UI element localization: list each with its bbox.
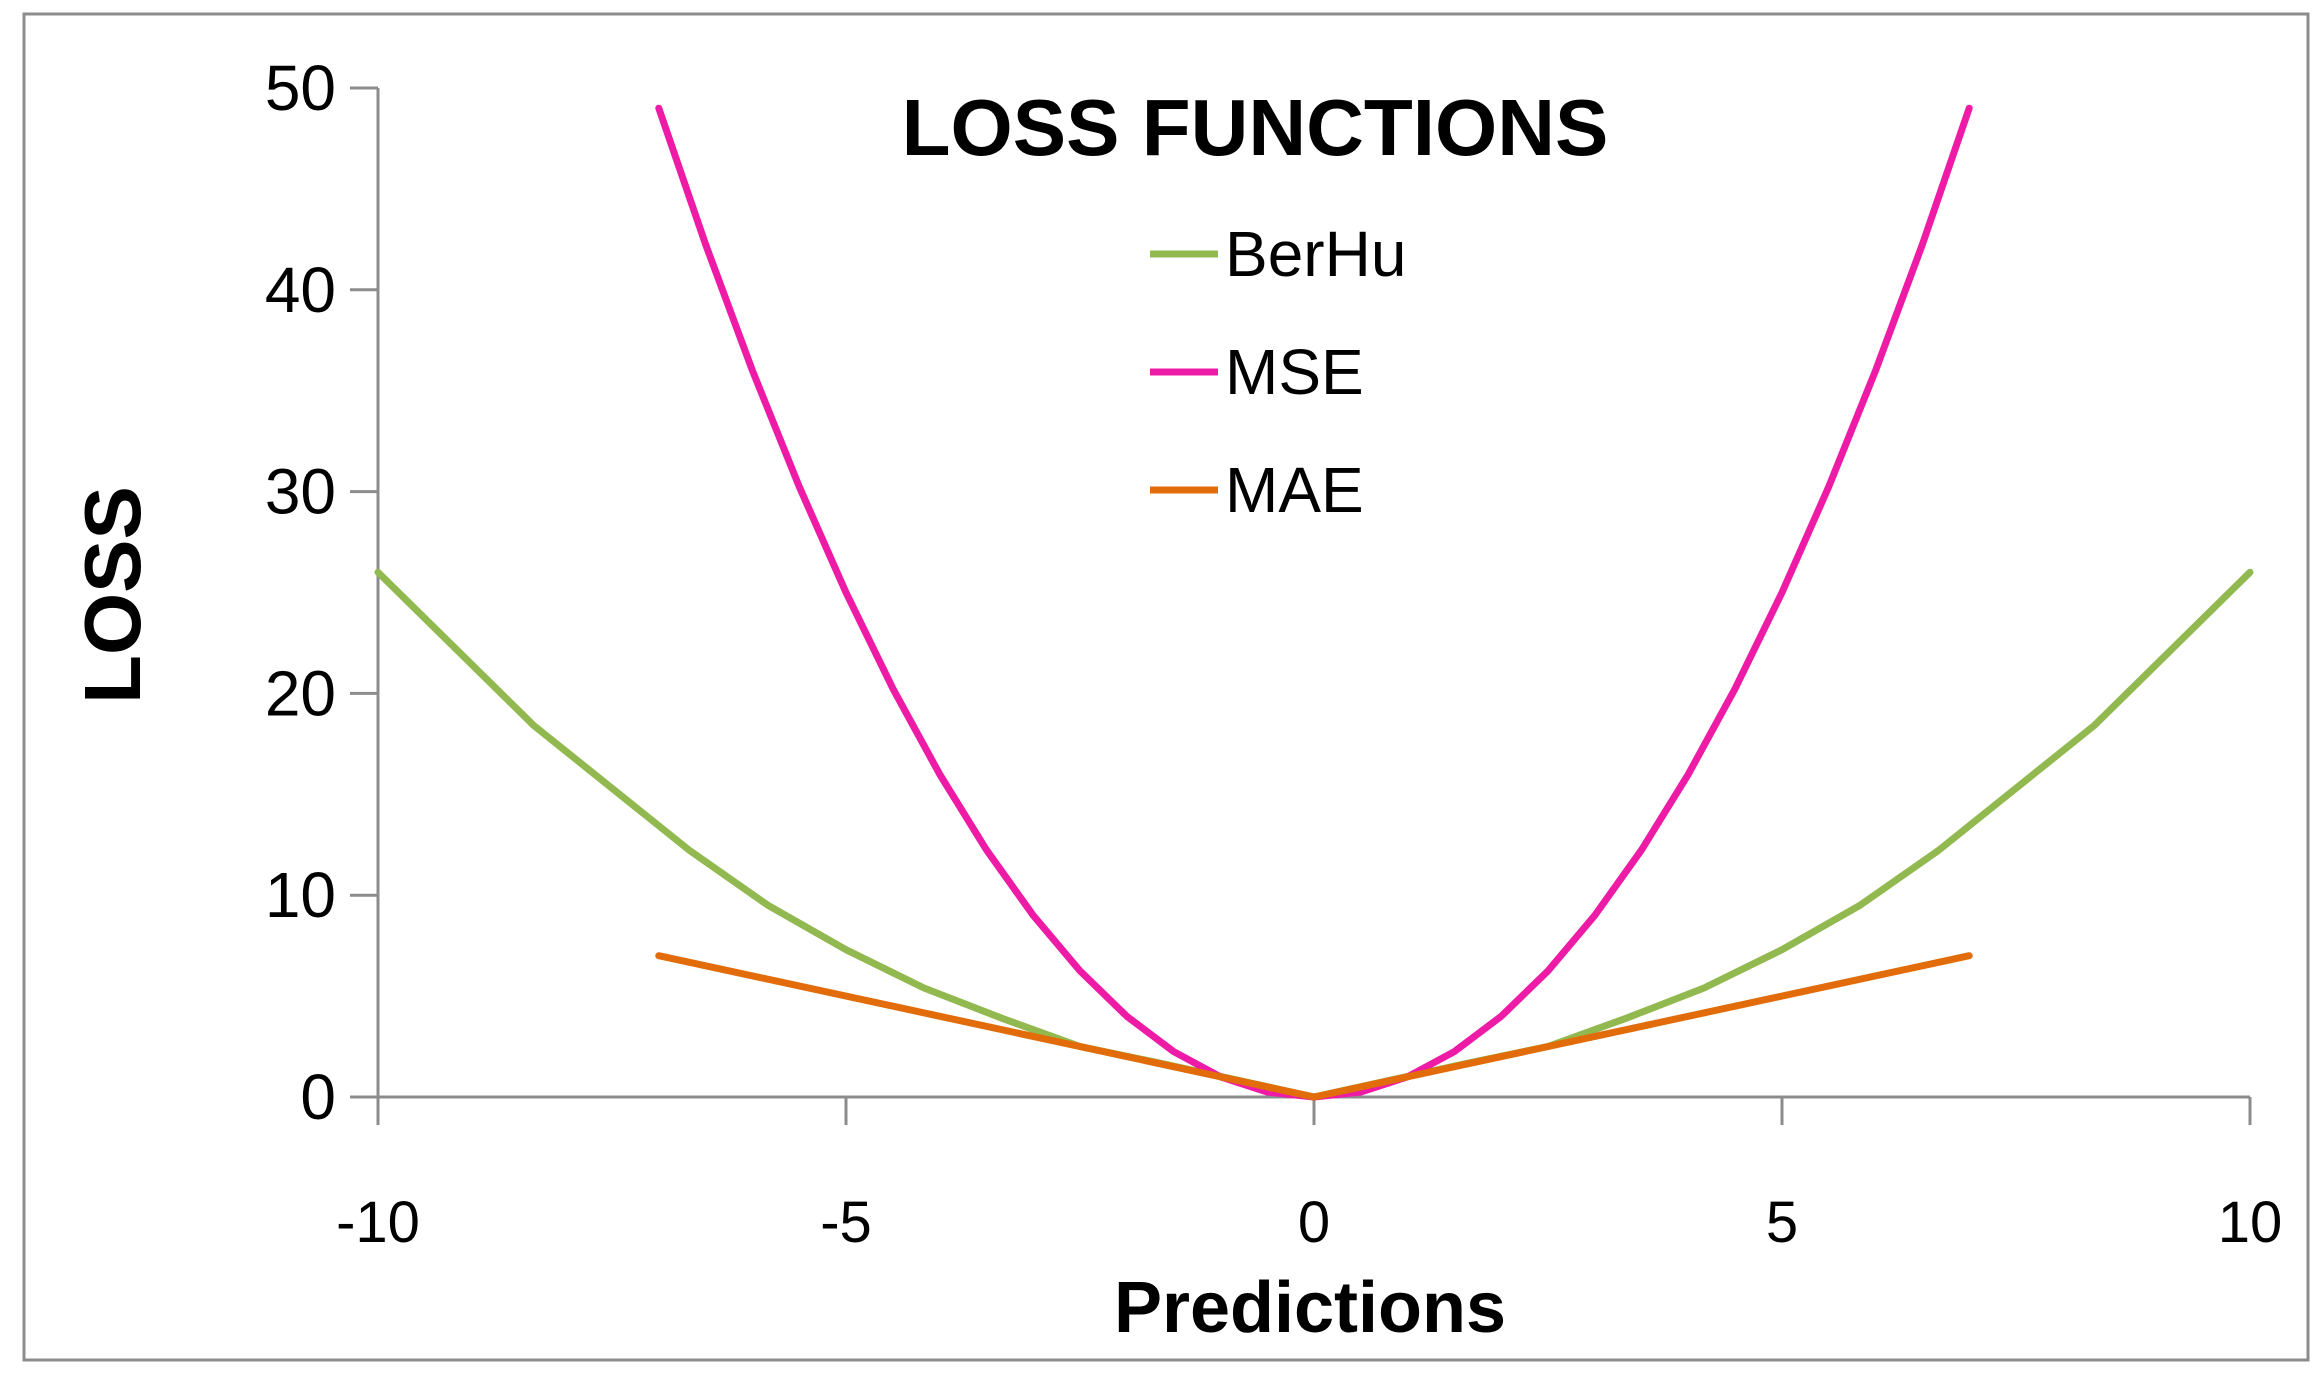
- y-tick-label: 20: [265, 657, 336, 729]
- y-tick-label: 10: [265, 859, 336, 931]
- legend-label-mae: MAE: [1225, 454, 1364, 526]
- y-axis-title: LOSS: [68, 486, 157, 704]
- x-axis-ticks: -10 -5 0 5 10: [336, 1097, 2282, 1255]
- chart-border: [22, 12, 2310, 1362]
- legend-label-berhu: BerHu: [1225, 218, 1406, 290]
- x-tick-label: -10: [336, 1190, 420, 1255]
- y-tick-label: 30: [265, 456, 336, 528]
- x-tick-label: 10: [2218, 1190, 2283, 1255]
- chart-title: LOSS FUNCTIONS: [902, 83, 1609, 172]
- x-tick-label: 5: [1766, 1190, 1798, 1255]
- y-tick-label: 50: [265, 52, 336, 124]
- x-tick-label: -5: [820, 1190, 872, 1255]
- y-axis-ticks: 0 10 20 30 40 50: [265, 52, 378, 1133]
- x-axis-title: Predictions: [1114, 1268, 1506, 1348]
- y-tick-label: 40: [265, 254, 336, 326]
- legend: BerHu MSE MAE: [1150, 218, 1406, 526]
- x-tick-label: 0: [1298, 1190, 1330, 1255]
- y-tick-label: 0: [300, 1061, 336, 1133]
- series-layer: [374, 104, 2254, 1101]
- legend-label-mse: MSE: [1225, 336, 1364, 408]
- axes: -10 -5 0 5 10 0 10 20 30 40 50: [265, 52, 2282, 1255]
- series-line-mae: [655, 952, 1973, 1101]
